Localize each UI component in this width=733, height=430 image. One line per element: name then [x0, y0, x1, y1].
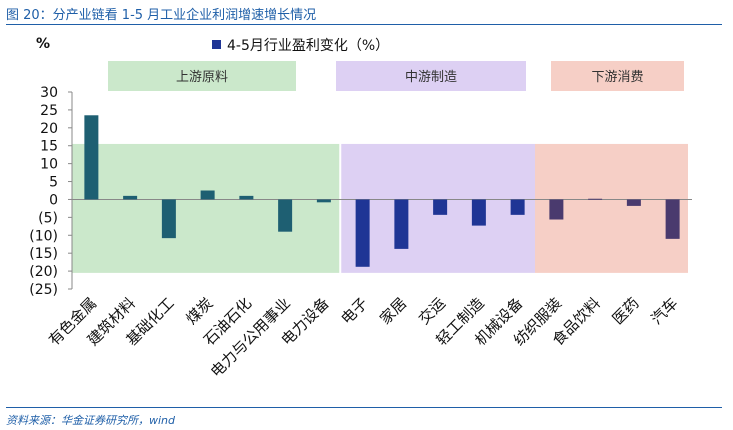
bar-电力与公用事业 [278, 199, 293, 232]
y-axis-unit: % [36, 36, 50, 52]
group-band-1 [72, 143, 340, 273]
x-tick-label: 汽车 [648, 294, 682, 328]
y-tick-label: 15 [40, 139, 58, 155]
group-header-box-3 [551, 61, 684, 91]
group-header-box-1 [108, 61, 296, 91]
group-header-label: 下游消费 [591, 70, 643, 85]
x-tick-label: 家居 [376, 294, 410, 328]
x-tick-label: 交运 [415, 294, 449, 328]
y-tick-label: 0 [49, 192, 58, 208]
y-tick-label: (20) [29, 264, 58, 280]
figure-title: 图 20：分产业链看 1-5 月工业企业利润增速增长情况 [6, 8, 317, 23]
bar-煤炭 [200, 190, 215, 200]
y-tick-label: (25) [29, 282, 58, 298]
bar-电力设备 [316, 199, 331, 203]
group-header-label: 上游原料 [176, 70, 228, 85]
y-tick-label: 5 [49, 175, 58, 191]
legend-swatch [212, 40, 221, 49]
y-tick-label: (15) [29, 246, 58, 262]
bar-汽车 [665, 199, 680, 239]
bar-机械设备 [510, 199, 525, 215]
bar-交运 [433, 199, 448, 215]
bar-医药 [626, 199, 641, 206]
x-tick-label: 医药 [609, 294, 643, 328]
bar-有色金属 [84, 115, 99, 200]
y-tick-label: (5) [38, 210, 58, 226]
y-tick-label: 30 [40, 85, 58, 101]
x-tick-label: 煤炭 [183, 294, 217, 328]
group-header-box-2 [336, 61, 526, 91]
bar-纺织服装 [549, 199, 564, 220]
x-tick-label: 电子 [338, 294, 372, 328]
bar-基础化工 [161, 199, 176, 239]
chart-frame [6, 24, 722, 408]
bar-石油石化 [239, 195, 254, 200]
y-tick-label: 10 [40, 157, 58, 173]
bar-建筑材料 [123, 195, 138, 200]
y-tick-label: 25 [40, 103, 58, 119]
bar-电子 [355, 199, 370, 267]
bar-食品饮料 [588, 198, 603, 200]
group-header-label: 中游制造 [405, 70, 457, 85]
legend-label: 4-5月行业盈利变化（%） [227, 38, 389, 54]
y-tick-label: (10) [29, 228, 58, 244]
bar-家居 [394, 199, 409, 249]
source-note: 资料来源：华金证券研究所，wind [6, 414, 176, 427]
bar-轻工制造 [471, 199, 486, 226]
y-tick-label: 20 [40, 121, 58, 137]
